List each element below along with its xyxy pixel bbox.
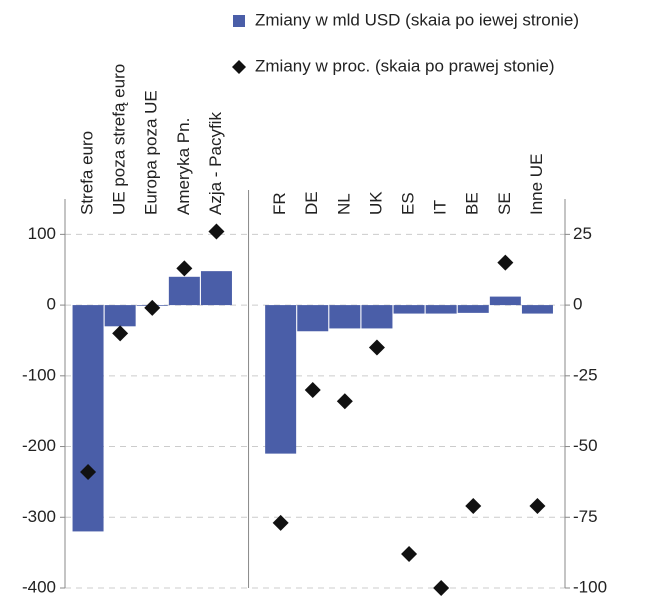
x-tick-label: UE poza strefą euro <box>110 64 129 215</box>
y-tick-label: -200 <box>22 436 56 455</box>
x-tick-label: BE <box>463 192 482 215</box>
y2-tick-label: 25 <box>573 224 592 243</box>
y-tick-label: -400 <box>22 577 56 596</box>
x-tick-label: Europa poza UE <box>142 90 161 215</box>
bar <box>457 305 489 313</box>
legend-bar-icon <box>233 15 245 27</box>
x-tick-label: Inne UE <box>527 154 546 215</box>
y2-tick-label: -75 <box>573 507 598 526</box>
y2-tick-label: -25 <box>573 365 598 384</box>
bar <box>425 305 457 314</box>
bar <box>265 305 297 454</box>
diamond-marker <box>433 580 450 596</box>
bar <box>200 271 232 306</box>
x-tick-label: UK <box>366 191 385 215</box>
y-tick-label: -300 <box>22 507 56 526</box>
x-tick-label: DE <box>302 191 321 215</box>
bar <box>393 305 425 314</box>
x-tick-label: Strefa euro <box>78 131 97 215</box>
diamond-marker <box>529 497 546 514</box>
diamond-marker <box>176 260 193 277</box>
diamond-marker <box>401 546 418 563</box>
x-tick-label: Ameryka Pn. <box>174 118 193 215</box>
diamond-marker <box>497 254 514 271</box>
diamond-marker <box>144 299 161 316</box>
y2-tick-label: -50 <box>573 436 598 455</box>
diamond-marker <box>336 393 353 410</box>
x-tick-label: NL <box>334 193 353 215</box>
x-tick-label: ES <box>399 192 418 215</box>
bar <box>104 305 136 327</box>
legend-label: Zmiany w proc. (skaia po prawej stonie) <box>255 56 555 75</box>
diamond-marker <box>80 464 97 481</box>
bar <box>489 296 521 306</box>
bar <box>72 305 104 532</box>
y-tick-label: 100 <box>28 224 56 243</box>
x-tick-label: IT <box>431 200 450 215</box>
diamond-marker <box>304 381 321 398</box>
bar <box>168 276 200 306</box>
legend-label: Zmiany w mld USD (skaia po iewej stronie… <box>255 10 579 29</box>
diamond-marker <box>368 339 385 356</box>
bar <box>297 305 329 332</box>
x-tick-label: SE <box>495 192 514 215</box>
y-tick-label: 0 <box>47 295 56 314</box>
bar <box>361 305 393 329</box>
bar <box>329 305 361 329</box>
y2-tick-label: -100 <box>573 577 607 596</box>
diamond-marker <box>272 514 289 531</box>
x-tick-label: FR <box>270 192 289 215</box>
x-tick-label: Azja - Pacyfik <box>206 112 225 215</box>
diamond-marker <box>208 223 225 240</box>
y2-tick-label: 0 <box>573 295 582 314</box>
y-tick-label: -100 <box>22 365 56 384</box>
diamond-marker <box>112 325 129 342</box>
diamond-marker <box>465 497 482 514</box>
bar <box>521 305 553 314</box>
legend-diamond-icon <box>232 60 246 74</box>
